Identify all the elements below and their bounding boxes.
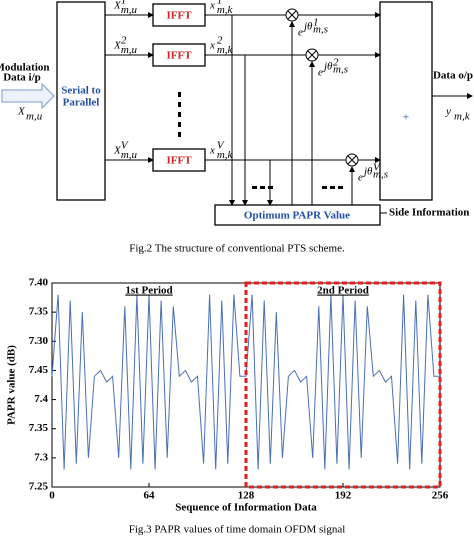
phase-exp-sub: m,s	[373, 169, 388, 181]
symbol-sup: 1	[217, 0, 223, 7]
phase-exp: jθ	[362, 166, 373, 178]
symbol-sup: 2	[217, 35, 223, 47]
papr-box-label: Optimum PAPR Value	[244, 210, 350, 222]
phase-base: e	[318, 67, 323, 79]
phase-exp-sub: m,s	[333, 64, 348, 76]
series-line	[51, 294, 440, 470]
x-tick-label: 0	[49, 490, 55, 502]
multiplier-x	[347, 155, 357, 165]
y-tick-label: 7.35	[29, 306, 49, 318]
y-tick-label: 7.45	[29, 364, 49, 376]
x-tick-label: 256	[432, 490, 449, 502]
x-tick-label: 192	[335, 490, 352, 502]
symbol-sub: m,k	[454, 111, 471, 123]
period-label: 1st Period	[125, 285, 172, 297]
ifft-label: IFFT	[166, 10, 192, 22]
y-tick-label: 7.30	[29, 335, 49, 347]
summation-block	[379, 1, 433, 201]
y-tick-label: 7.4	[34, 393, 48, 405]
symbol-sub: m,u	[121, 4, 138, 16]
fig2-caption: Fig.2 The structure of conventional PTS …	[129, 243, 345, 255]
symbol-base: x	[209, 145, 215, 157]
symbol-base: X	[17, 106, 26, 118]
highlight-box	[244, 281, 442, 489]
input-label: Data i/p	[3, 72, 41, 84]
symbol-sup: V	[217, 140, 225, 152]
plot-frame	[51, 282, 441, 488]
symbol-sub: m,u	[121, 149, 138, 161]
phase-base: e	[358, 172, 363, 184]
x-tick-label: 128	[238, 490, 255, 502]
y-tick-label: 7.25	[29, 481, 49, 493]
symbol-base: x	[209, 0, 215, 12]
pts-diagram: Modulation Data i/p Serial to Parallel +…	[0, 1, 473, 255]
serial-to-parallel-block	[56, 1, 106, 201]
symbol-base: y	[445, 106, 451, 118]
symbol-sub: m,k	[217, 44, 234, 56]
symbol-sub: m,u	[26, 111, 43, 123]
symbol-base: x	[209, 40, 215, 52]
symbol-sub: m,u	[121, 44, 138, 56]
phase-exp: jθ	[302, 21, 313, 33]
symbol-sup: 1	[121, 0, 127, 7]
side-info: Side Information	[389, 207, 469, 219]
phase-base: e	[298, 27, 303, 39]
output-label: Data o/p	[433, 70, 473, 82]
ifft-label: IFFT	[166, 155, 192, 167]
ifft-label: IFFT	[166, 50, 192, 62]
symbol-base: X	[113, 40, 122, 52]
symbol-base: X	[113, 0, 122, 12]
multiplier-x	[287, 10, 297, 20]
multiplier-x	[307, 50, 317, 60]
symbol-base: X	[113, 145, 122, 157]
input-label: Modulation	[0, 62, 50, 74]
papr-box	[214, 204, 381, 226]
symbol-sup: 2	[121, 35, 127, 47]
y-axis-label: PAPR value (dB)	[6, 345, 18, 425]
phase-exp: jθ	[322, 61, 333, 73]
x-tick-label: 64	[144, 490, 156, 502]
sp-label: Serial to	[61, 85, 101, 97]
y-tick-label: 7.40	[29, 277, 49, 289]
period-label: 2nd Period	[317, 285, 369, 297]
input-arrow	[1, 82, 55, 110]
symbol-sup: V	[121, 140, 129, 152]
phase-exp-sup: 1	[313, 17, 319, 29]
fig3-caption: Fig.3 PAPR values of time domain OFDM si…	[129, 524, 346, 536]
sp-label: Parallel	[63, 97, 100, 109]
symbol-sub: m,k	[217, 4, 234, 16]
x-axis-label: Sequence of Information Data	[175, 502, 317, 514]
phase-exp-sub: m,s	[313, 24, 328, 36]
symbol-sub: m,k	[217, 149, 234, 161]
dots	[178, 92, 343, 189]
phase-exp-sup: 2	[333, 57, 339, 69]
y-tick-label: 7.35	[29, 422, 49, 434]
sum-symbol: +	[403, 112, 409, 124]
y-tick-label: 7.3	[34, 451, 48, 463]
phase-exp-sup: V	[373, 162, 381, 174]
